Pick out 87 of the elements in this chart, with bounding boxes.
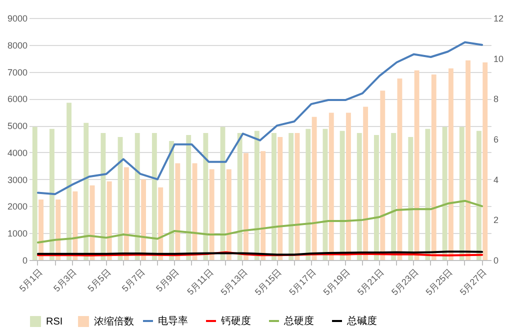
- legend-label: 钙硬度: [220, 315, 251, 327]
- y2-tick-label: 10: [494, 54, 504, 64]
- x-tick-label: 5月23日: [390, 266, 420, 298]
- y2-tick-label: 4: [494, 174, 499, 185]
- bar: [49, 128, 54, 260]
- y-tick-label: 1000: [7, 228, 28, 239]
- bar: [459, 126, 464, 260]
- y2-tick-label: 0: [494, 256, 499, 266]
- x-tick-label: 5月3日: [52, 266, 78, 294]
- bar: [186, 134, 192, 260]
- bar: [32, 126, 38, 260]
- y-tick-label: 2000: [7, 202, 28, 212]
- bar: [425, 128, 430, 260]
- bar: [169, 141, 174, 260]
- y2-tick-label: 12: [494, 14, 504, 24]
- bar: [72, 191, 78, 260]
- bar: [226, 169, 232, 260]
- x-tick-label: 5月7日: [120, 266, 147, 294]
- bar: [106, 181, 112, 260]
- y-tick-label: 9000: [7, 14, 28, 24]
- bar: [356, 132, 362, 260]
- y-tick-label: 8000: [7, 40, 28, 50]
- x-tick-label: 5月11日: [185, 266, 216, 297]
- y-tick-label: 3000: [7, 174, 28, 185]
- bar: [260, 151, 266, 260]
- x-tick-label: 5月25日: [424, 266, 454, 298]
- bar: [175, 163, 180, 260]
- bar: [363, 106, 368, 260]
- bar: [328, 112, 334, 260]
- bar: [272, 132, 276, 260]
- bar: [209, 169, 214, 260]
- x-tick-label: 5月5日: [86, 266, 113, 294]
- bar: [244, 153, 248, 260]
- x-tick-label: 5月15日: [253, 266, 284, 298]
- bar: [346, 112, 351, 260]
- bar: [380, 90, 386, 260]
- bar: [278, 136, 283, 260]
- legend-label: 总碱度: [346, 315, 377, 327]
- bar: [124, 167, 129, 260]
- bar: [152, 132, 157, 260]
- x-tick-label: 5月9日: [154, 266, 181, 294]
- x-tick-label: 5月27日: [458, 266, 488, 298]
- bar: [237, 132, 242, 260]
- bar: [66, 102, 72, 260]
- bar: [408, 136, 414, 260]
- bar: [56, 200, 61, 260]
- bar: [414, 70, 420, 260]
- y-tick-label: 7000: [7, 67, 28, 78]
- bar: [288, 132, 294, 260]
- bar: [448, 68, 454, 260]
- x-tick-label: 5月21日: [355, 266, 386, 298]
- y-tick-label: 6000: [7, 94, 28, 104]
- bar: [306, 128, 311, 260]
- bar: [482, 62, 488, 260]
- bar: [476, 130, 482, 260]
- bar: [431, 74, 436, 260]
- bar: [466, 60, 471, 260]
- bar: [442, 126, 448, 260]
- bar: [391, 132, 396, 260]
- bar: [312, 116, 317, 260]
- bar: [100, 132, 106, 260]
- y2-tick-label: 8: [494, 94, 499, 104]
- x-tick-label: 5月13日: [218, 266, 250, 298]
- legend-label: 电导率: [158, 315, 188, 327]
- bar: [203, 132, 208, 260]
- legend-label: RSI: [46, 316, 63, 328]
- bar: [340, 130, 345, 260]
- line-series: [36, 41, 484, 196]
- bar: [38, 200, 44, 260]
- x-tick-label: 5月1日: [17, 266, 44, 294]
- bar: [158, 187, 164, 260]
- y2-tick-label: 6: [494, 134, 499, 144]
- bar: [134, 132, 140, 260]
- line-series: [36, 200, 484, 244]
- bar: [84, 122, 89, 260]
- y-tick-label: 5000: [7, 121, 28, 132]
- bar: [374, 134, 379, 260]
- bar: [254, 130, 260, 260]
- bar: [141, 179, 146, 260]
- bar: [90, 185, 95, 260]
- x-tick-label: 5月17日: [287, 266, 318, 298]
- legend-label: 总硬度: [283, 315, 314, 327]
- y-tick-label: 4000: [7, 148, 28, 158]
- y-tick-label: 0: [22, 256, 28, 266]
- x-tick-label: 5月19日: [321, 266, 352, 298]
- y2-tick-label: 2: [494, 215, 499, 226]
- legend-label: 浓缩倍数: [94, 316, 134, 328]
